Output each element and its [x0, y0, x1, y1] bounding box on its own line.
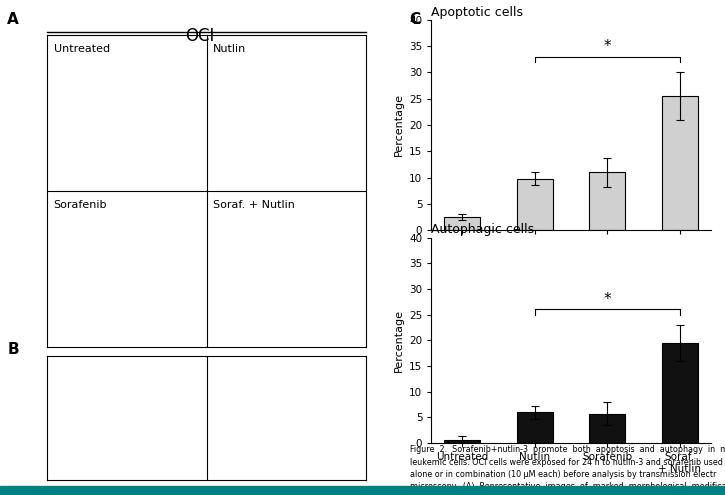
- Bar: [661, 96, 697, 230]
- Y-axis label: Percentage: Percentage: [394, 309, 404, 372]
- Bar: [444, 217, 480, 230]
- Text: Untreated: Untreated: [54, 44, 109, 54]
- Text: A: A: [7, 12, 19, 27]
- Text: *: *: [603, 292, 611, 307]
- Text: B: B: [7, 342, 19, 356]
- Bar: [444, 441, 480, 443]
- Text: OCI: OCI: [185, 27, 214, 45]
- Bar: [589, 172, 625, 230]
- Text: *: *: [603, 39, 611, 54]
- Text: C: C: [410, 12, 420, 27]
- Text: Soraf. + Nutlin: Soraf. + Nutlin: [213, 200, 295, 210]
- Text: Figure  2.  Sorafenib+nutlin-3  promote  both  apoptosis  and  autophagy  in  my: Figure 2. Sorafenib+nutlin-3 promote bot…: [410, 446, 725, 495]
- Text: Nutlin: Nutlin: [213, 44, 246, 54]
- Y-axis label: Percentage: Percentage: [394, 94, 404, 156]
- Bar: [589, 414, 625, 443]
- Text: Autophagic cells: Autophagic cells: [431, 223, 534, 237]
- Text: Apoptotic cells: Apoptotic cells: [431, 5, 523, 19]
- Bar: [516, 412, 552, 443]
- Text: Sorafenib: Sorafenib: [54, 200, 107, 210]
- Bar: [661, 343, 697, 443]
- Bar: [516, 179, 552, 230]
